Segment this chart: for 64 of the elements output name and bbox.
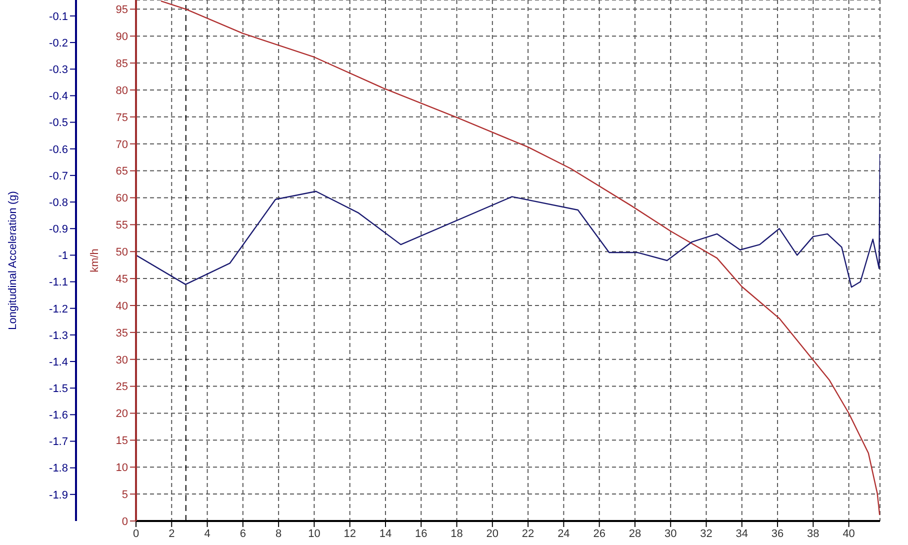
y2-tick-label: -0.1: [49, 10, 68, 23]
x-tick-label: 14: [379, 528, 392, 540]
y-tick-label: 0: [122, 516, 128, 528]
x-tick-label: 6: [240, 528, 246, 540]
y2-tick-label: -1: [58, 250, 68, 262]
x-tick-label: 22: [522, 528, 534, 540]
y2-tick-label: -0.8: [49, 196, 68, 209]
y2-tick-label: -1.3: [49, 330, 68, 342]
y2-tick-label: -0.6: [49, 144, 68, 156]
y-tick-label: 30: [116, 354, 128, 366]
y-tick-label: 45: [116, 273, 128, 286]
y-tick-label: 95: [116, 4, 128, 16]
y-tick-label: 90: [116, 31, 128, 44]
y-axis-title: km/h: [88, 248, 101, 272]
y2-tick-label: -0.9: [49, 224, 68, 236]
y-tick-label: 15: [116, 435, 128, 448]
y2-tick-label: -0.5: [49, 117, 68, 130]
y-tick-label: 35: [116, 327, 128, 340]
x-tick-label: 20: [486, 528, 499, 540]
y2-tick-label: -0.4: [49, 90, 68, 103]
y2-tick-label: -1.5: [49, 382, 68, 395]
x-tick-label: 36: [771, 528, 784, 540]
y2-tick-label: -0.2: [49, 37, 68, 50]
x-tick-label: 38: [807, 528, 820, 540]
x-tick-label: 40: [842, 528, 855, 540]
x-tick-label: 24: [558, 528, 570, 540]
y-tick-label: 40: [116, 300, 128, 312]
x-tick-label: 26: [593, 528, 606, 540]
y-tick-label: 25: [116, 381, 128, 394]
x-tick-label: 8: [276, 528, 282, 540]
x-tick-label: 2: [168, 528, 175, 540]
y-tick-label: 80: [116, 84, 128, 97]
y-tick-label: 55: [116, 220, 128, 232]
y2-tick-label: -1.2: [49, 303, 68, 316]
y-tick-label: 10: [116, 462, 128, 474]
y2-tick-label: -0.3: [49, 64, 68, 76]
y-tick-label: 50: [116, 246, 128, 259]
y2-tick-label: -1.4: [49, 356, 68, 368]
x-tick-label: 28: [628, 528, 642, 540]
y2-tick-label: -0.7: [49, 170, 68, 182]
x-tick-label: 16: [415, 528, 428, 540]
x-tick-label: 4: [204, 528, 210, 540]
y-tick-label: 75: [116, 112, 128, 124]
x-tick-label: 0: [132, 528, 140, 540]
y-tick-label: 5: [122, 488, 128, 501]
x-tick-label: 34: [736, 528, 748, 540]
y-tick-label: 20: [116, 408, 128, 420]
y2-tick-label: -1.9: [49, 489, 68, 502]
y2-axis-title: Longitudinal Acceleration (g): [6, 191, 19, 330]
y2-tick-label: -1.8: [49, 462, 68, 475]
x-tick-label: 12: [344, 528, 356, 540]
y2-tick-label: -1.1: [49, 276, 68, 289]
y2-tick-label: -1.6: [49, 410, 68, 422]
line-series: [160, 0, 880, 516]
line-series: [136, 154, 880, 288]
y2-tick-label: -1.7: [49, 436, 68, 448]
x-tick-label: 32: [700, 528, 712, 540]
x-tick-label: 18: [450, 528, 463, 540]
x-tick-label: 10: [308, 528, 320, 540]
y-tick-label: 70: [116, 138, 128, 151]
y-tick-label: 85: [116, 58, 128, 70]
x-tick-label: 30: [664, 528, 677, 540]
y-tick-label: 65: [116, 166, 128, 178]
y-tick-label: 60: [116, 192, 128, 205]
